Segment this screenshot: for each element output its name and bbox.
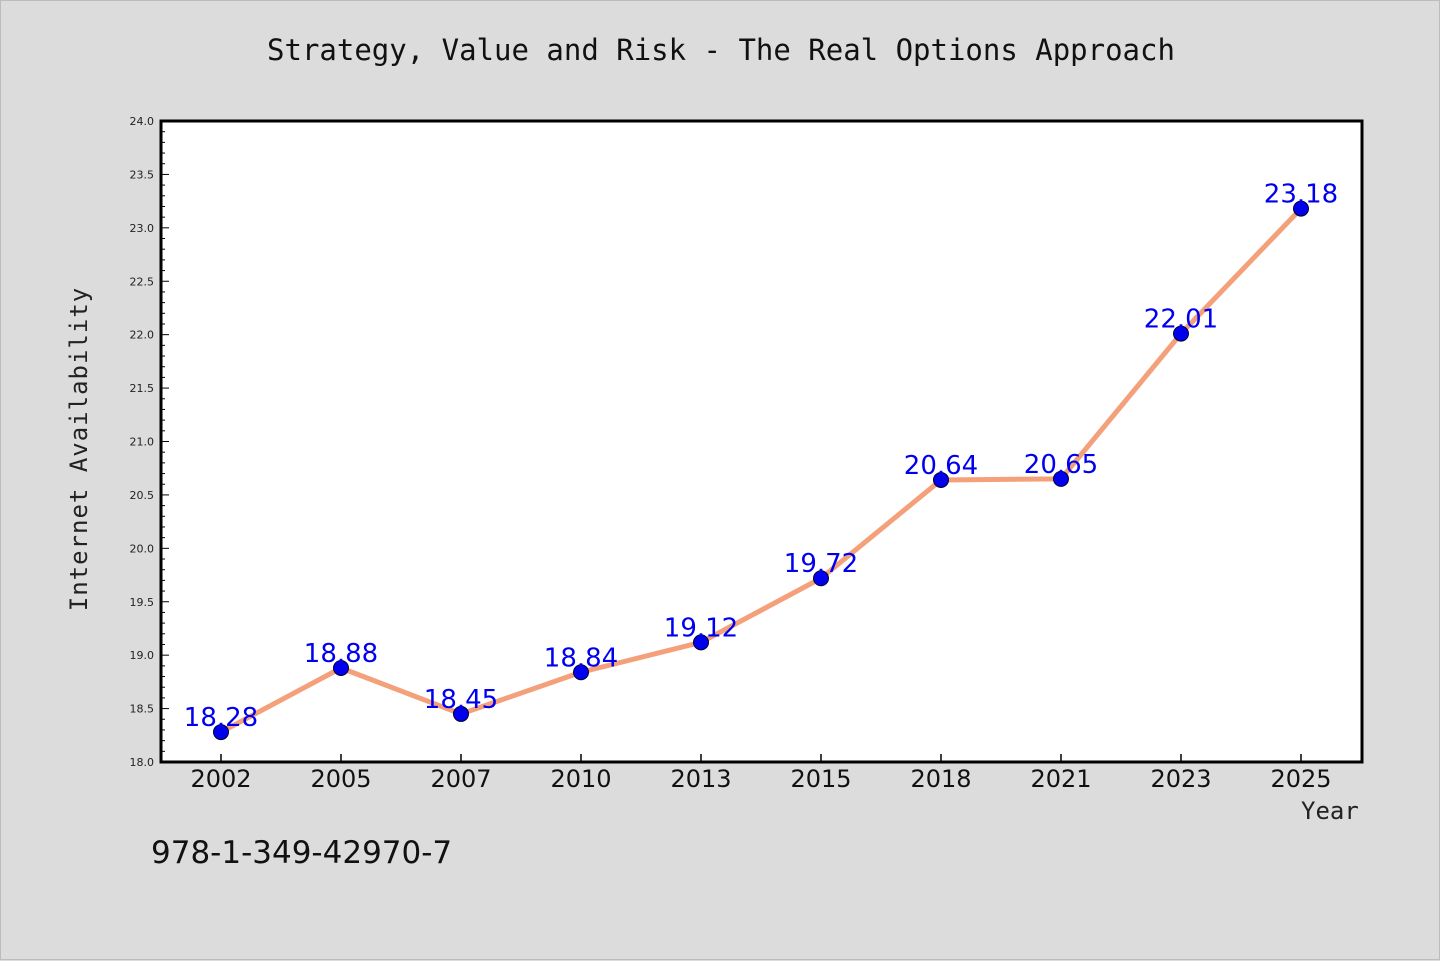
data-label: 18.84 (544, 643, 618, 673)
data-point (1053, 470, 1069, 487)
x-tick-label: 2005 (310, 765, 371, 793)
x-tick-label: 2002 (190, 765, 251, 793)
y-tick-label: 18.0 (130, 756, 155, 769)
data-point (1173, 325, 1189, 342)
data-point (213, 724, 229, 741)
x-tick-label: 2021 (1030, 765, 1091, 793)
data-label: 20.64 (904, 451, 978, 481)
x-tick-label: 2025 (1270, 765, 1331, 793)
y-tick-label: 18.5 (130, 703, 155, 716)
y-tick-label: 23.5 (130, 168, 155, 181)
x-axis-label: Year (1301, 797, 1359, 825)
data-point (933, 471, 949, 488)
y-tick-label: 19.5 (130, 596, 155, 609)
y-tick-label: 20.0 (130, 542, 155, 555)
y-tick-label: 19.0 (130, 649, 155, 662)
data-point (573, 664, 589, 681)
x-tick-label: 2010 (550, 765, 611, 793)
chart-title: Strategy, Value and Risk - The Real Opti… (267, 33, 1175, 67)
y-tick-label: 21.5 (130, 382, 155, 395)
y-tick-label: 21.0 (130, 436, 155, 449)
data-point (453, 705, 469, 722)
y-tick-label: 23.0 (130, 222, 155, 235)
data-point (333, 659, 349, 676)
plot-area (159, 119, 1364, 764)
data-label: 19.72 (784, 549, 858, 579)
data-label: 18.45 (424, 685, 498, 715)
data-point (1293, 200, 1309, 217)
x-tick-label: 2007 (430, 765, 491, 793)
data-point (693, 634, 709, 651)
y-tick-label: 24.0 (130, 115, 155, 128)
series-line (218, 206, 1304, 735)
y-tick-label: 22.5 (130, 275, 155, 288)
x-tick-label: 2023 (1150, 765, 1211, 793)
data-label: 18.28 (184, 703, 258, 733)
data-label: 18.88 (304, 639, 378, 669)
y-tick-label: 20.5 (130, 489, 155, 502)
x-tick-label: 2015 (790, 765, 851, 793)
data-label: 22.01 (1144, 305, 1218, 335)
data-label: 20.65 (1024, 450, 1098, 480)
x-tick-label: 2013 (670, 765, 731, 793)
isbn-text: 978-1-349-42970-7 (151, 835, 453, 871)
data-point (813, 570, 829, 587)
x-tick-label: 2018 (910, 765, 971, 793)
y-tick-label: 22.0 (130, 329, 155, 342)
data-label: 23.18 (1264, 180, 1338, 210)
data-label: 19.12 (664, 613, 738, 643)
